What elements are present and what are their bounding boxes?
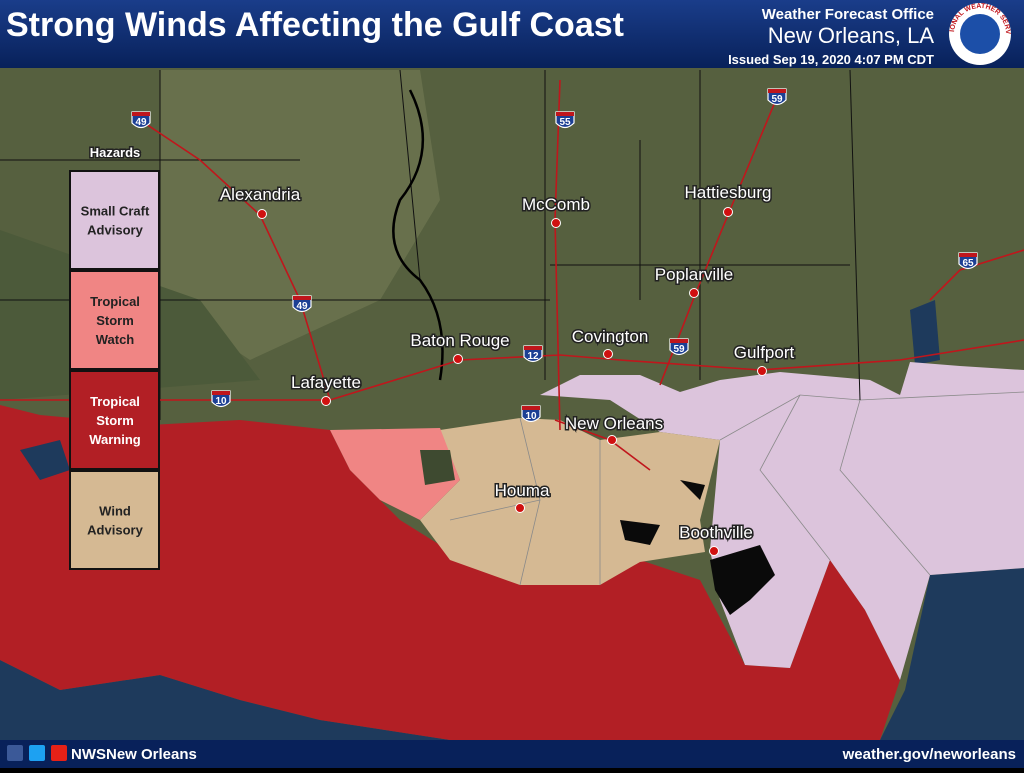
interstate-shield: 59 <box>767 88 787 106</box>
mississippi-river <box>392 89 444 381</box>
interstate-shield: 49 <box>131 111 151 129</box>
interstate-shield: 12 <box>523 345 543 363</box>
interstate-number: 59 <box>771 94 783 105</box>
interstate-shield: 49 <box>292 295 312 313</box>
city-label: Poplarville <box>655 265 733 284</box>
zone-lines <box>719 391 1024 576</box>
shield-top <box>670 339 688 343</box>
legend-title: Hazards <box>90 145 141 160</box>
legend-label: Watch <box>96 332 135 347</box>
youtube-icon[interactable] <box>51 745 67 761</box>
interstate-number: 65 <box>962 258 974 269</box>
marsh <box>620 480 775 615</box>
office: Weather Forecast Office <box>762 6 934 23</box>
issued: Issued Sep 19, 2020 4:07 PM CDT <box>728 52 934 67</box>
city-marker <box>723 207 733 217</box>
twitter-icon[interactable] <box>29 745 45 761</box>
city-marker <box>551 218 561 228</box>
shield-top <box>524 346 542 350</box>
interstate-shield: 59 <box>669 338 689 356</box>
social-handle: NWSNew Orleans <box>71 746 197 763</box>
shield-top <box>132 112 150 116</box>
title: Strong Winds Affecting the Gulf Coast <box>6 6 624 44</box>
logo <box>960 14 1000 54</box>
shield-top <box>556 112 574 116</box>
legend-swatch <box>69 270 160 370</box>
lake <box>420 450 455 485</box>
header-bar <box>0 0 1024 68</box>
city-marker <box>257 209 267 219</box>
city-marker <box>515 503 525 513</box>
facebook-icon[interactable] <box>7 745 23 761</box>
legend-label: Storm <box>96 313 134 328</box>
city-marker <box>709 546 719 556</box>
city-label: Houma <box>495 481 550 500</box>
legend-swatch <box>69 370 160 470</box>
city-label: Covington <box>572 327 649 346</box>
shield-top <box>768 89 786 93</box>
city-label: Hattiesburg <box>685 183 772 202</box>
lake <box>20 440 70 480</box>
small-craft-advisory-zone <box>540 362 1024 680</box>
city-label: New Orleans <box>565 414 663 433</box>
gulf-water <box>880 568 1024 740</box>
legend-swatch <box>69 170 160 270</box>
city-label: Lafayette <box>291 373 361 392</box>
legend-label: Warning <box>89 432 141 447</box>
city-marker <box>607 435 617 445</box>
legend-label: Tropical <box>90 394 140 409</box>
gulf-water <box>0 660 450 740</box>
legend-swatch <box>69 470 160 570</box>
zone-lines <box>449 417 601 586</box>
city-marker <box>321 396 331 406</box>
footer-bar <box>0 740 1024 768</box>
legend-label: Small Craft <box>81 204 150 219</box>
tropical-storm-warning-zone <box>0 405 900 740</box>
legend-label: Tropical <box>90 294 140 309</box>
interstate-number: 10 <box>215 396 227 407</box>
city-label: Alexandria <box>220 185 301 204</box>
interstate-number: 10 <box>525 411 537 422</box>
shield-top <box>293 296 311 300</box>
website[interactable]: weather.gov/neworleans <box>842 746 1016 763</box>
interstate-shield: 65 <box>958 252 978 270</box>
interstate-shield: 10 <box>521 405 541 423</box>
legend-label: Advisory <box>87 223 143 238</box>
shield-top <box>212 391 230 395</box>
city-label: Boothville <box>679 523 753 542</box>
interstate-number: 12 <box>527 351 539 362</box>
interstate-number: 59 <box>673 344 685 355</box>
interstate-number: 49 <box>296 301 308 312</box>
interstate-number: 55 <box>559 117 571 128</box>
city-label: Gulfport <box>734 343 795 362</box>
legend-label: Advisory <box>87 523 143 538</box>
interstate-shield: 55 <box>555 111 575 129</box>
city-marker <box>757 366 767 376</box>
legend-label: Storm <box>96 413 134 428</box>
land-shade <box>160 70 440 360</box>
city-marker <box>453 354 463 364</box>
city-label: Baton Rouge <box>410 331 509 350</box>
shield-top <box>522 406 540 410</box>
city-label: McComb <box>522 195 590 214</box>
interstate-shield: 10 <box>211 390 231 408</box>
city-marker <box>689 288 699 298</box>
interstate-number: 49 <box>135 117 147 128</box>
legend-label: Wind <box>99 504 131 519</box>
mobile-bay <box>910 300 940 365</box>
location: New Orleans, LA <box>768 23 935 48</box>
city-marker <box>603 349 613 359</box>
shield-top <box>959 253 977 257</box>
